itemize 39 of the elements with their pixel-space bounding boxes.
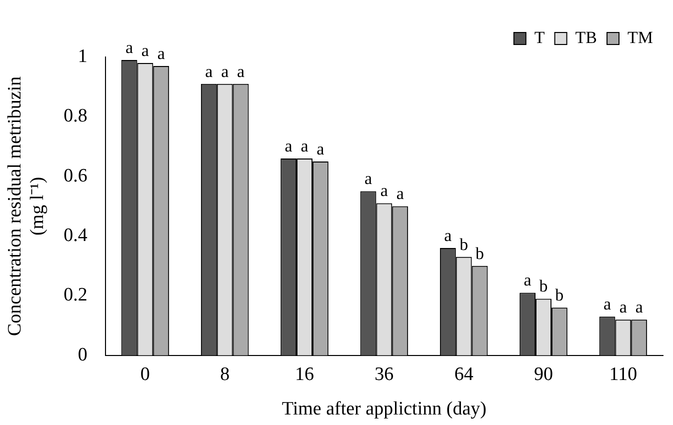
data-label: a [603, 294, 612, 314]
data-label: a [619, 298, 628, 317]
data-label: a [635, 298, 644, 317]
x-tick-label: 8 [220, 364, 230, 385]
y-tick-label: 0.6 [64, 165, 88, 186]
x-tick-label: 90 [534, 364, 554, 385]
data-label: a [221, 62, 230, 81]
x-tick-label: 36 [374, 364, 394, 385]
y-tick-label: 0 [78, 344, 88, 366]
data-label: a [125, 38, 134, 57]
data-label: a [364, 169, 372, 188]
x-tick-label: 64 [454, 364, 474, 385]
legend-label: TB [575, 28, 598, 47]
x-tick-label: 16 [295, 364, 314, 385]
x-tick-label: 0 [140, 364, 150, 385]
data-label: a [316, 139, 325, 158]
x-tick-label: 110 [609, 364, 638, 385]
data-label: b [476, 244, 484, 263]
data-label: a [157, 44, 166, 63]
data-label: b [539, 276, 548, 296]
legend-label: T [534, 28, 546, 47]
data-label: a [284, 136, 293, 156]
y-tick-label: 1 [78, 46, 88, 67]
data-label: a [141, 40, 150, 60]
y-tick-label: 0.8 [64, 106, 88, 127]
data-label: a [237, 62, 246, 81]
legend-label: TM [628, 28, 653, 47]
y-tick-label: 0.4 [64, 225, 88, 246]
y-tick-label: 0.2 [64, 284, 88, 306]
data-label: a [396, 184, 404, 204]
x-axis-title: Time after applictinn (day) [282, 398, 486, 420]
data-label: a [444, 226, 452, 245]
data-label: a [524, 270, 532, 290]
data-label: a [380, 181, 388, 200]
data-label: a [300, 136, 309, 156]
y-axis-title: Concentration residual metribuzin (mg l⁻¹) [4, 76, 48, 336]
data-label: b [460, 234, 468, 254]
data-label: a [205, 62, 214, 81]
data-label: b [555, 286, 564, 305]
